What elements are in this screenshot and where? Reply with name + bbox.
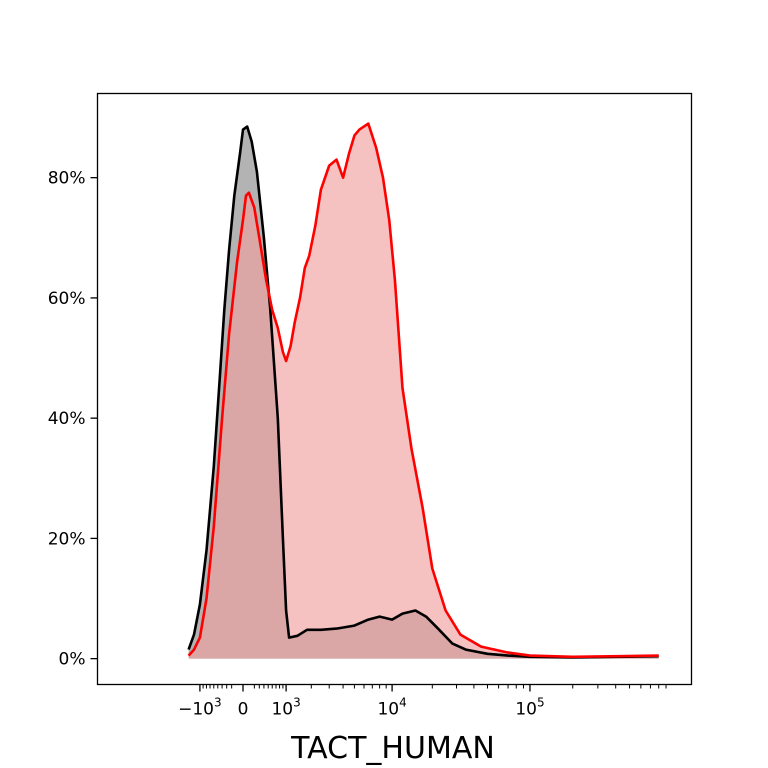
x-tick-label: −103 (178, 696, 222, 720)
plot-area (187, 122, 659, 659)
y-tick-label: 20% (48, 529, 86, 549)
series-1-line (187, 125, 659, 659)
plot-frame (96, 92, 693, 686)
x-axis-title: TACT_HUMAN (290, 731, 495, 766)
y-axis: 0% 20% 40% 60% 80% (48, 169, 98, 670)
x-axis: −103 0 103 104 105 (178, 684, 667, 720)
x-tick-label: 105 (515, 696, 544, 720)
series-2-line (187, 122, 659, 659)
x-tick-label: 104 (377, 696, 406, 720)
y-tick-label: 60% (48, 289, 86, 309)
x-tick-label: 0 (238, 700, 249, 720)
y-tick-label: 40% (48, 409, 86, 429)
series-2-fill (188, 123, 659, 659)
y-tick-label: 0% (59, 650, 86, 670)
y-tick-label: 80% (48, 169, 86, 189)
x-tick-label: 103 (271, 696, 300, 720)
